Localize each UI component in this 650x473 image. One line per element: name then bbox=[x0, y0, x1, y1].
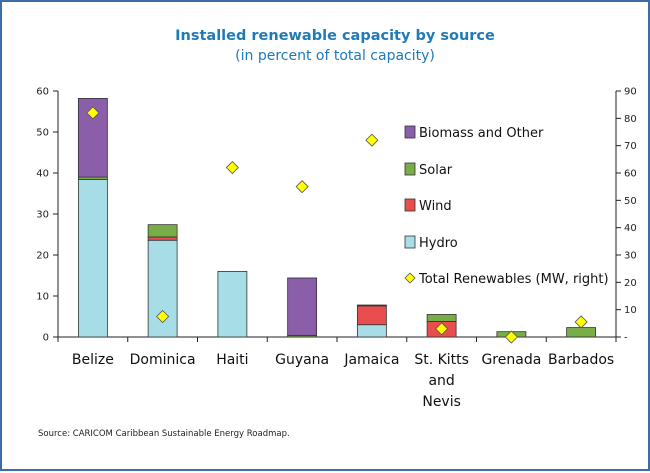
total-marker bbox=[156, 309, 170, 324]
category-label: Dominica bbox=[130, 352, 196, 368]
total-marker bbox=[504, 330, 518, 344]
axes-layer: 0 10 20 30 40 50 60 - 10 20 30 40 50 60 70 80 90 bbox=[36, 87, 636, 344]
category-label: St. Kitts bbox=[414, 352, 469, 368]
category-label: Nevis bbox=[422, 394, 461, 410]
legend-swatch bbox=[404, 125, 416, 139]
right-tick-label: - bbox=[624, 333, 628, 344]
left-tick-label: 40 bbox=[36, 169, 49, 180]
category-label: Guyana bbox=[275, 352, 329, 368]
category-label: Jamaica bbox=[343, 352, 399, 368]
bar-segment bbox=[356, 304, 387, 307]
right-tick-label: 70 bbox=[624, 141, 637, 152]
total-marker bbox=[86, 106, 100, 120]
legend-swatch bbox=[404, 198, 416, 212]
category-label: Grenada bbox=[481, 352, 541, 368]
legend-swatch bbox=[404, 162, 416, 176]
right-tick-label: 60 bbox=[624, 169, 637, 180]
bar-segment bbox=[147, 224, 178, 238]
legend-swatch-marker bbox=[404, 272, 416, 284]
left-tick-label: 30 bbox=[36, 210, 49, 221]
category-labels: Belize Dominica Haiti Guyana Jamaica St. Kitt… bbox=[72, 352, 614, 410]
total-marker bbox=[435, 322, 449, 336]
left-tick-label: 60 bbox=[36, 87, 49, 98]
bar-segment bbox=[287, 277, 318, 336]
bar-segment bbox=[77, 179, 108, 338]
legend-label: Biomass and Other bbox=[419, 126, 544, 141]
total-marker bbox=[574, 315, 588, 329]
bar-segment bbox=[426, 314, 457, 322]
bars-layer bbox=[77, 97, 597, 338]
bar-segment bbox=[147, 236, 178, 241]
legend-label: Wind bbox=[419, 199, 452, 214]
category-label: and bbox=[428, 373, 454, 389]
bar-segment bbox=[356, 324, 387, 338]
right-tick-label: 50 bbox=[624, 196, 637, 207]
source-note: Source: CARICOM Caribbean Sustainable En… bbox=[38, 429, 290, 439]
legend-label: Solar bbox=[419, 163, 453, 178]
legend: Biomass and Other Solar Wind Hydro Total Ren… bbox=[404, 125, 609, 287]
left-tick-label: 10 bbox=[36, 292, 49, 303]
category-label: Haiti bbox=[216, 352, 248, 368]
legend-label: Hydro bbox=[419, 236, 458, 251]
category-label: Belize bbox=[72, 352, 114, 368]
right-tick-label: 80 bbox=[624, 114, 637, 125]
right-tick-label: 20 bbox=[624, 278, 637, 289]
right-tick-label: 10 bbox=[624, 305, 637, 316]
chart-title: Installed renewable capacity by source bbox=[175, 28, 495, 44]
legend-label: Total Renewables (MW, right) bbox=[418, 272, 609, 287]
total-marker bbox=[225, 160, 239, 175]
bar-segment bbox=[356, 305, 387, 326]
bar-segment bbox=[217, 270, 248, 338]
markers-layer bbox=[86, 106, 588, 344]
right-tick-label: 40 bbox=[624, 223, 637, 234]
total-marker bbox=[365, 133, 379, 147]
bar-segment bbox=[566, 327, 597, 338]
left-tick-label: 20 bbox=[36, 251, 49, 262]
left-tick-label: 50 bbox=[36, 128, 49, 139]
legend-swatch bbox=[404, 235, 416, 249]
right-tick-label: 90 bbox=[624, 87, 637, 98]
right-tick-label: 30 bbox=[624, 251, 637, 262]
chart-subtitle: (in percent of total capacity) bbox=[235, 48, 435, 64]
left-tick-label: 0 bbox=[43, 333, 49, 344]
total-marker bbox=[295, 180, 309, 194]
category-label: Barbados bbox=[548, 352, 614, 368]
